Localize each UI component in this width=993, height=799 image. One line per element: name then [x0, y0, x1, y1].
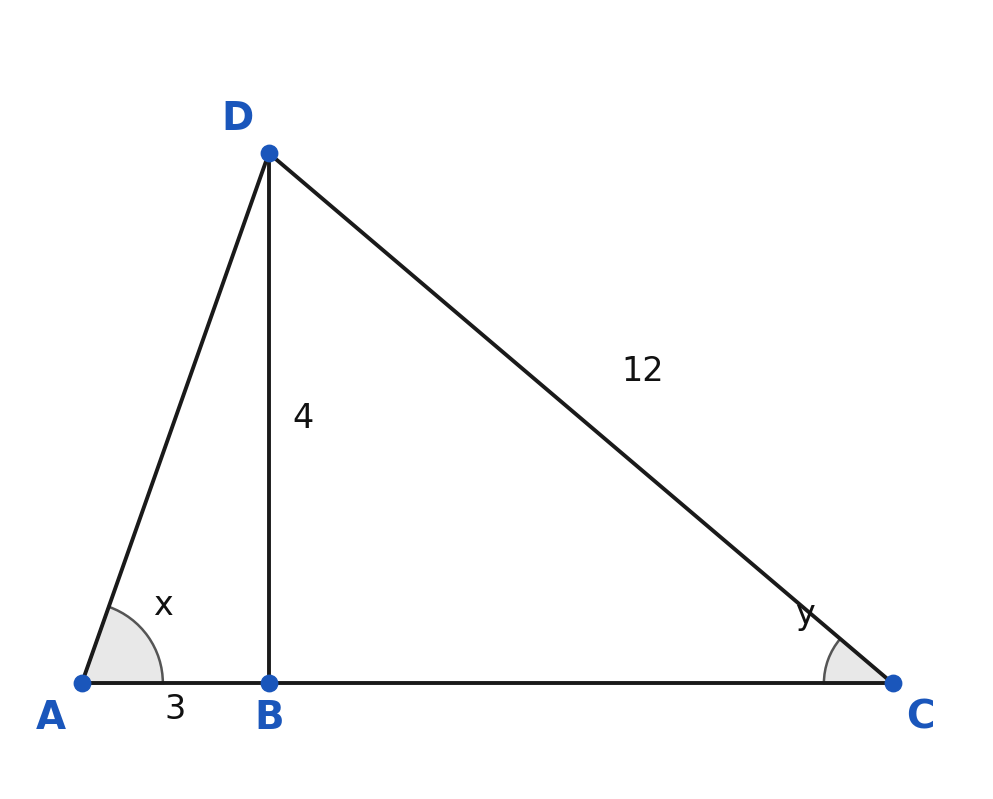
- Text: 4: 4: [293, 402, 314, 435]
- Text: 3: 3: [165, 693, 186, 726]
- Text: 12: 12: [622, 355, 664, 388]
- Text: C: C: [907, 698, 934, 737]
- Point: [885, 677, 901, 690]
- Text: D: D: [221, 100, 254, 138]
- Text: x: x: [153, 589, 173, 622]
- Text: A: A: [36, 698, 66, 737]
- Wedge shape: [81, 606, 163, 683]
- Wedge shape: [824, 639, 893, 683]
- Point: [261, 677, 277, 690]
- Point: [261, 147, 277, 160]
- Point: [73, 677, 89, 690]
- Text: B: B: [254, 698, 284, 737]
- Text: y: y: [795, 598, 815, 631]
